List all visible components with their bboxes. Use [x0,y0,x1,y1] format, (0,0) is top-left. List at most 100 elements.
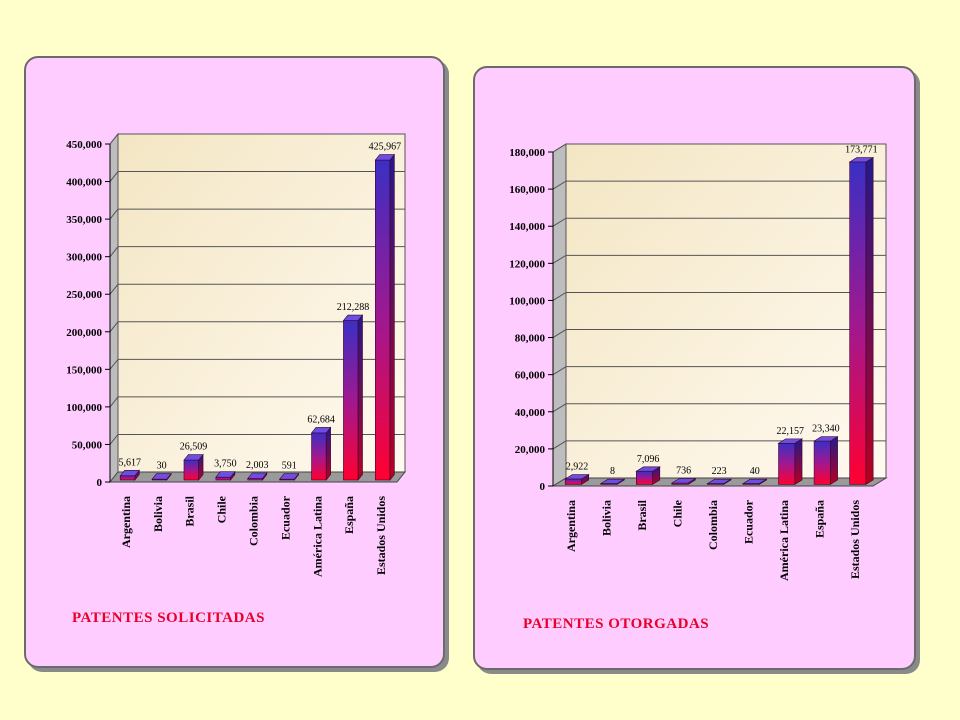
x-category-label: Colombia [247,496,261,546]
data-label: 30 [157,461,167,472]
data-label: 425,967 [369,142,402,153]
data-label: 22,157 [777,426,805,437]
x-category-label: Chile [215,495,229,523]
gridline [109,396,405,408]
bar [215,476,231,481]
bar-top [777,438,804,444]
y-tick-label: 350,000 [66,214,102,226]
plot-back-wall [565,143,887,479]
x-category-label: Argentina [119,496,133,548]
x-category-label: América Latina [310,496,324,577]
bar-top [342,314,364,321]
bar-side [865,157,874,485]
chart-title-otorgadas: PATENTES OTORGADAS [523,616,710,632]
bar-top [599,478,626,484]
x-category-label: Brasil [635,499,649,530]
y-tick-label: 400,000 [66,177,102,189]
x-category-label: Bolivia [599,500,613,536]
gridline [109,358,405,370]
gridline [552,217,886,227]
data-label: 212,288 [337,302,370,313]
x-category-label: Ecuador [278,495,292,540]
bar-side [830,436,838,485]
data-label: 5,617 [118,457,141,468]
bar-top [741,478,768,484]
gridline [109,246,405,257]
y-tick-label: 140,000 [509,221,545,233]
gridline [109,283,405,295]
x-category-label: Estados Unidos [848,500,862,579]
bar-side [389,153,395,481]
data-label: 591 [282,461,297,472]
bar [375,159,391,481]
data-label: 736 [676,466,691,477]
gridline [552,440,886,450]
gridline [552,254,886,264]
chart-panel-solicitadas: 0 50,000 100,000 150,000 200,000 250,000 300,0… [24,56,445,668]
gridline [552,291,886,301]
x-category-label: Chile [670,499,684,527]
x-category-label: España [813,500,827,538]
bar-top [119,469,140,477]
data-label: 7,096 [637,454,660,465]
data-label: 23,340 [812,424,840,435]
chart-title-solicitadas: PATENTES SOLICITADAS [72,610,265,626]
y-tick-label: 200,000 [66,327,102,339]
bar-top [310,427,332,434]
chart-panel-otorgadas: 0 20,000 40,000 60,000 80,000 100,000 120,000 1… [473,66,916,670]
bar [564,478,582,485]
bar-side [325,426,331,481]
y-tick-label: 100,000 [66,402,102,414]
bar [636,470,653,485]
x-category-label: América Latina [777,500,791,581]
y-tick-label: 300,000 [66,252,102,264]
bar-top [247,472,268,479]
y-tick-label: 40,000 [515,407,546,419]
y-tick-label: 20,000 [515,444,546,456]
data-label: 40 [750,466,760,477]
gridline [552,329,886,338]
data-label: 223 [712,466,727,477]
data-label: 3,750 [214,459,237,470]
gridline [552,143,886,153]
plot-side-wall [552,143,567,487]
bar-side [794,438,803,485]
gridline [109,208,405,220]
y-tick-label: 450,000 [66,139,102,151]
bar-top [813,436,839,442]
bar-top [151,473,172,480]
gridline [109,133,405,145]
data-label: 173,771 [845,145,878,156]
y-tick-label: 180,000 [509,147,545,159]
bar-side [357,314,363,481]
bar [343,320,359,481]
bar [183,459,199,481]
bar-top [706,478,732,484]
y-tick-label: 0 [540,481,546,493]
bar-top [279,473,300,480]
gridline [552,180,886,190]
x-category-label: Bolivia [151,496,165,532]
x-category-label: España [342,496,356,534]
bar-top [564,474,590,480]
data-label: 26,509 [180,442,208,453]
bar [778,442,796,485]
x-category-label: Colombia [706,500,720,550]
bar [311,432,327,481]
y-tick-label: 250,000 [66,289,102,301]
bar-top [215,471,236,478]
bar [849,161,867,485]
y-tick-label: 50,000 [72,439,103,451]
y-tick-label: 0 [97,477,103,489]
bar-top [635,466,661,472]
gridline [552,366,886,376]
y-tick-label: 60,000 [515,370,546,382]
gridline [109,433,405,445]
x-category-label: Argentina [564,500,578,552]
x-category-label: Brasil [183,495,197,526]
y-tick-label: 80,000 [515,333,546,345]
y-tick-label: 150,000 [66,364,102,376]
bar [813,440,831,485]
gridline [552,403,886,413]
bar-top [183,454,204,461]
